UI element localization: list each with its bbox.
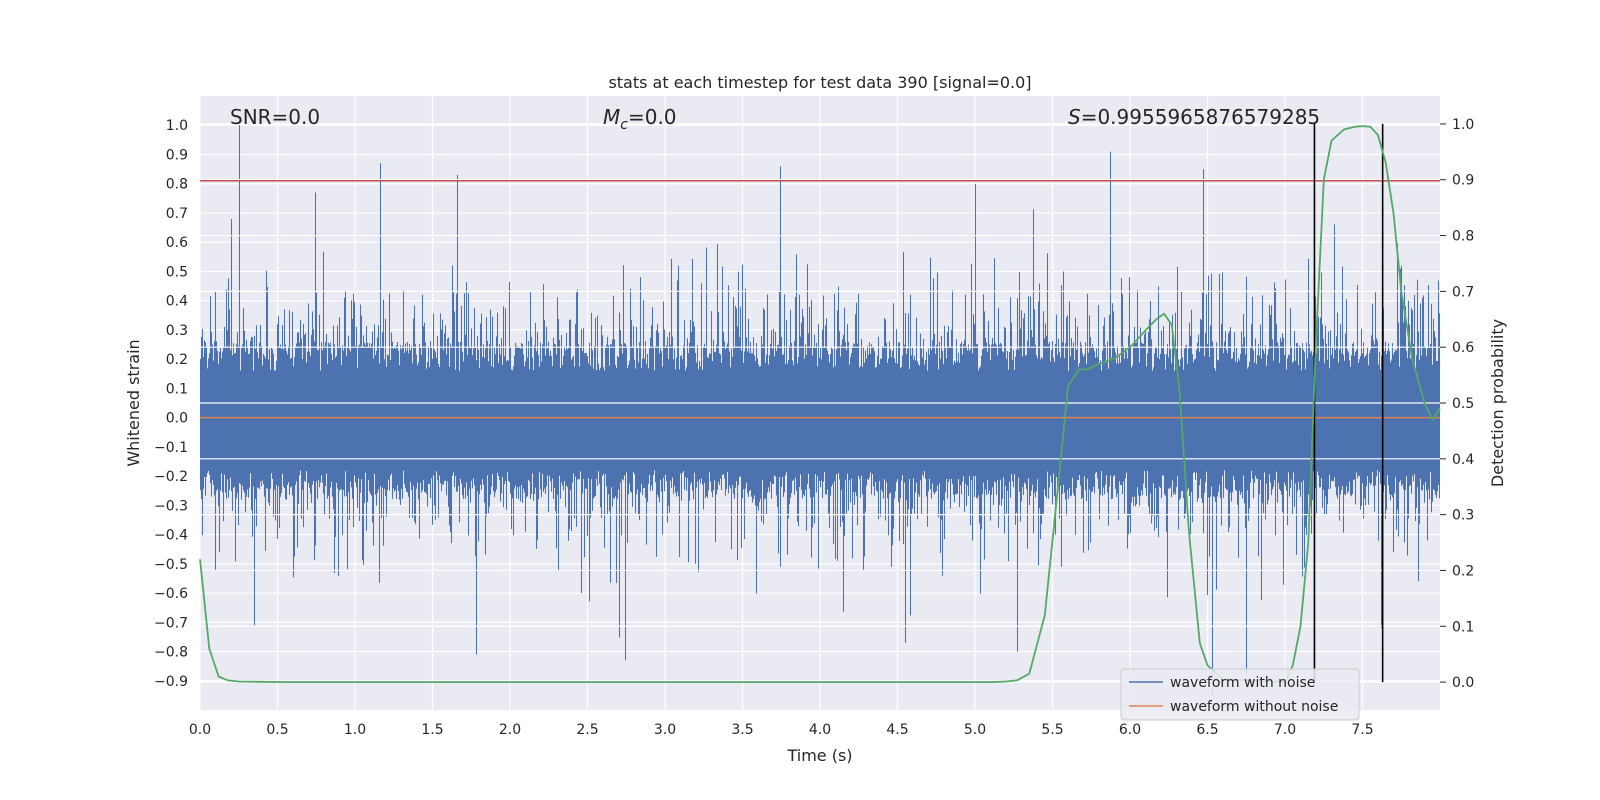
x-tick-label: 5.0: [964, 722, 986, 738]
x-tick-label: 2.5: [576, 722, 598, 738]
y-left-tick-label: 0.0: [166, 411, 188, 427]
chart-title: stats at each timestep for test data 390…: [608, 73, 1031, 92]
x-tick-label: 6.5: [1196, 722, 1218, 738]
y-left-tick-label: −0.6: [154, 586, 188, 602]
x-tick-label: 2.0: [499, 722, 521, 738]
x-tick-labels: 0.0 0.5 1.0 1.5 2.0 2.5 3.0 3.5 4.0 4.5 5.0 5.5 6.0 6…: [189, 722, 1374, 738]
y-right-tick-label: 0.9: [1452, 173, 1474, 189]
y-left-tick-label: 1.0: [166, 118, 188, 134]
y-left-tick-label: −0.7: [154, 615, 188, 631]
y-left-tick-label: 0.3: [166, 323, 188, 339]
x-tick-label: 3.0: [654, 722, 676, 738]
y-left-tick-label: 0.8: [166, 177, 188, 193]
y-left-tick-label: −0.3: [154, 498, 188, 514]
series-waveform-with-noise: [199, 125, 1441, 696]
x-tick-label: 7.0: [1274, 722, 1296, 738]
y-right-axis-label: Detection probability: [1488, 319, 1507, 487]
y-left-tick-label: 0.9: [166, 147, 188, 163]
y-left-tick-label: 0.7: [166, 206, 188, 222]
x-tick-label: 4.5: [886, 722, 908, 738]
y-left-axis-label: Whitened strain: [124, 339, 143, 466]
y-left-tick-label: 0.1: [166, 381, 188, 397]
y-left-tick-label: 0.6: [166, 235, 188, 251]
detection-probability-line: [199, 125, 1441, 683]
x-tick-label: 1.5: [421, 722, 443, 738]
y-left-tick-label: −0.1: [154, 440, 188, 456]
x-tick-label: 4.0: [809, 722, 831, 738]
legend: waveform with noise waveform without noi…: [1120, 668, 1360, 721]
y-left-tick-label: −0.2: [154, 469, 188, 485]
legend-label-noise: waveform with noise: [1170, 675, 1315, 691]
x-tick-label: 7.5: [1351, 722, 1373, 738]
noise-waveform-line: [199, 125, 1441, 696]
x-tick-label: 6.0: [1119, 722, 1141, 738]
legend-box: [1120, 668, 1360, 721]
y-right-tick-label: 0.1: [1452, 619, 1474, 635]
x-tick-label: 0.5: [266, 722, 288, 738]
y-right-tick-label: 0.3: [1452, 508, 1474, 524]
y-right-tick-label: 0.8: [1452, 229, 1474, 245]
x-tick-label: 5.5: [1041, 722, 1063, 738]
x-tick-label: 3.5: [731, 722, 753, 738]
y-right-tick-label: 0.6: [1452, 340, 1474, 356]
y-right-tick-label: 1.0: [1452, 117, 1474, 133]
s-symbol: S: [1068, 105, 1081, 129]
y-left-tick-label: 0.5: [166, 264, 188, 280]
mc-subscript: c: [620, 117, 628, 133]
y-right-tick-label: 0.0: [1452, 675, 1474, 691]
s-value: =0.9955965876579285: [1081, 105, 1320, 129]
y-left-tick-label: 0.4: [166, 294, 188, 310]
y-left-tick-label: −0.9: [154, 674, 188, 690]
x-axis-label: Time (s): [786, 746, 852, 765]
y-left-tick-label: 0.2: [166, 352, 188, 368]
legend-label-clean: waveform without noise: [1170, 699, 1338, 715]
y-right-tick-label: 0.5: [1452, 396, 1474, 412]
chirp-mass-annotation: Mc=0.0: [603, 105, 677, 133]
mc-symbol: M: [603, 105, 620, 129]
y-right-tick-labels: 1.0 0.9 0.8 0.7 0.6 0.5 0.4 0.3 0.2 0.1 0.0: [1440, 117, 1474, 691]
y-left-tick-label: −0.4: [154, 528, 188, 544]
y-right-tick-label: 0.4: [1452, 452, 1474, 468]
y-left-tick-label: −0.5: [154, 557, 188, 573]
score-annotation: S=0.9955965876579285: [1068, 105, 1320, 129]
y-left-tick-label: −0.8: [154, 645, 188, 661]
y-right-tick-label: 0.7: [1452, 284, 1474, 300]
x-tick-label: 0.0: [189, 722, 211, 738]
x-tick-label: 1.0: [344, 722, 366, 738]
snr-annotation: SNR=0.0: [230, 105, 320, 129]
y-right-tick-label: 0.2: [1452, 563, 1474, 579]
overlay-lines: [199, 123, 1441, 683]
mc-value: =0.0: [628, 105, 677, 129]
y-left-tick-labels: 1.0 0.9 0.8 0.7 0.6 0.5 0.4 0.3 0.2 0.1 0.0 −0.1 −0.…: [154, 118, 188, 690]
